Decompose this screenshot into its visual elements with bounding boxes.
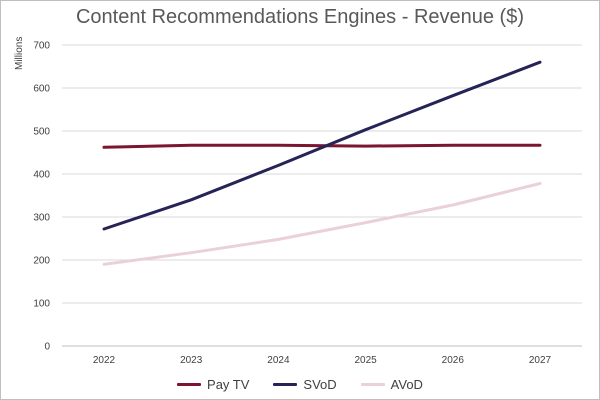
y-tick-label: 200 [33,256,50,267]
series-line-pay-tv [102,143,542,149]
x-tick-label: 2025 [354,355,377,366]
legend-item: Pay TV [177,377,249,392]
x-tick-label: 2027 [529,355,552,366]
y-tick-label: 600 [33,84,50,95]
y-tick-label: 400 [33,170,50,181]
y-tick-label: 700 [33,41,50,52]
series-line-avod [102,182,542,266]
series-line-svod [102,60,542,231]
y-tick-labels: 0 100 200 300 400 500 600 700 [33,41,50,353]
x-tick-label: 2022 [93,355,116,366]
legend-label: Pay TV [207,377,250,392]
chart-title: Content Recommendations Engines - Revenu… [75,6,525,28]
y-tick-label: 300 [33,213,50,224]
x-tick-label: 2026 [442,355,465,366]
legend: Pay TV SVoD AVoD [0,377,600,392]
y-tick-label: 100 [33,299,50,310]
gridlines [62,44,582,347]
x-tick-labels: 2022 2023 2024 2025 2026 2027 [93,355,552,366]
series-lines [102,60,542,266]
legend-swatch [273,383,298,386]
legend-swatch [360,383,385,386]
legend-label: SVoD [303,377,337,392]
legend-item: AVoD [360,377,423,392]
legend-label: AVoD [390,377,423,392]
x-tick-label: 2024 [267,355,290,366]
y-tick-label: 0 [44,342,50,353]
y-tick-label: 500 [33,127,50,138]
x-tick-label: 2023 [180,355,203,366]
legend-item: SVoD [273,377,337,392]
legend-swatch [177,383,202,386]
